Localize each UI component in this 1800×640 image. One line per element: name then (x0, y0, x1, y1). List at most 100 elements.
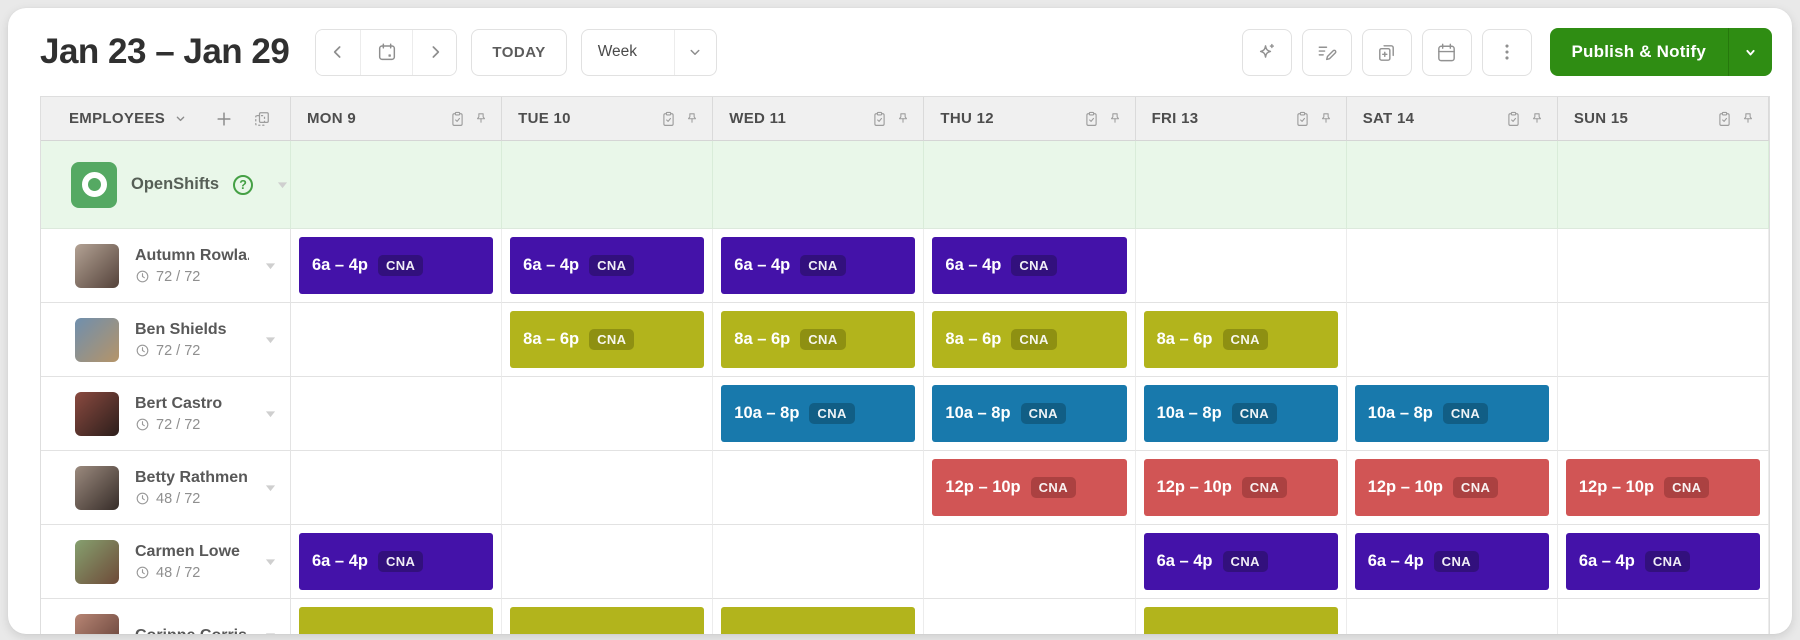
schedule-cell[interactable] (713, 599, 925, 634)
schedule-cell[interactable] (1557, 303, 1769, 377)
schedule-cell[interactable]: 12p – 10p CNA (1346, 451, 1558, 525)
shift-block[interactable] (299, 607, 494, 634)
shift-block[interactable]: 12p – 10p CNA (1143, 459, 1338, 516)
schedule-cell[interactable] (1135, 229, 1347, 303)
schedule-cell[interactable] (1557, 599, 1769, 634)
schedule-cell[interactable] (502, 525, 714, 599)
pin-day-button[interactable] (1529, 110, 1545, 128)
schedule-cell[interactable] (1557, 377, 1769, 451)
help-icon[interactable]: ? (233, 174, 254, 195)
schedule-cell[interactable] (291, 599, 503, 634)
shift-block[interactable]: 8a – 6p CNA (721, 311, 916, 368)
employee-row-expander[interactable] (265, 410, 276, 418)
schedule-cell[interactable] (713, 451, 925, 525)
pin-day-button[interactable] (1740, 110, 1756, 128)
publish-day-button[interactable] (871, 110, 888, 128)
calendar-tools-button[interactable] (1421, 28, 1472, 76)
schedule-cell[interactable]: 6a – 4p CNA (924, 229, 1136, 303)
view-selector[interactable]: Week (580, 28, 717, 76)
schedule-cell[interactable]: 12p – 10p CNA (1557, 451, 1769, 525)
schedule-cell[interactable]: 10a – 8p CNA (1346, 377, 1558, 451)
schedule-cell[interactable]: 6a – 4p CNA (502, 229, 714, 303)
pin-day-button[interactable] (895, 110, 911, 128)
schedule-cell[interactable] (1557, 229, 1769, 303)
openshift-cell[interactable] (1557, 141, 1769, 229)
schedule-cell[interactable]: 6a – 4p CNA (1557, 525, 1769, 599)
schedule-cell[interactable] (713, 525, 925, 599)
date-picker-button[interactable] (360, 29, 413, 75)
shift-block[interactable]: 6a – 4p CNA (299, 533, 494, 590)
schedule-cell[interactable]: 10a – 8p CNA (1135, 377, 1347, 451)
schedule-cell[interactable] (924, 525, 1136, 599)
openshift-cell[interactable] (291, 141, 503, 229)
publish-options-toggle[interactable] (1728, 28, 1772, 76)
schedule-cell[interactable] (502, 451, 714, 525)
schedule-cell[interactable] (291, 303, 503, 377)
shift-block[interactable]: 10a – 8p CNA (1143, 385, 1338, 442)
schedule-cell[interactable]: 8a – 6p CNA (1135, 303, 1347, 377)
view-selector-toggle[interactable] (673, 29, 716, 75)
shift-block[interactable] (721, 607, 916, 634)
employee-row-expander[interactable] (265, 632, 276, 634)
schedule-cell[interactable] (291, 377, 503, 451)
schedule-cell[interactable] (924, 599, 1136, 634)
schedule-cell[interactable]: 10a – 8p CNA (713, 377, 925, 451)
schedule-cell[interactable]: 12p – 10p CNA (924, 451, 1136, 525)
publish-day-button[interactable] (1294, 110, 1311, 128)
employee-row-expander[interactable] (265, 484, 276, 492)
copy-schedule-button[interactable] (1361, 28, 1412, 76)
employee-row-expander[interactable] (265, 262, 276, 270)
schedule-cell[interactable]: 12p – 10p CNA (1135, 451, 1347, 525)
shift-block[interactable]: 8a – 6p CNA (1143, 311, 1338, 368)
shift-block[interactable]: 10a – 8p CNA (1354, 385, 1549, 442)
prev-week-button[interactable] (316, 29, 361, 75)
openshift-cell[interactable] (1135, 141, 1347, 229)
schedule-cell[interactable] (1135, 599, 1347, 634)
schedule-cell[interactable]: 6a – 4p CNA (1135, 525, 1347, 599)
more-options-button[interactable] (1481, 28, 1532, 76)
pin-day-button[interactable] (684, 110, 700, 128)
openshift-cell[interactable] (713, 141, 925, 229)
publish-day-button[interactable] (1716, 110, 1733, 128)
publish-notify-button[interactable]: Publish & Notify (1571, 42, 1706, 61)
next-week-button[interactable] (412, 29, 457, 75)
schedule-cell[interactable]: 8a – 6p CNA (924, 303, 1136, 377)
schedule-cell[interactable] (1346, 303, 1558, 377)
schedule-cell[interactable] (1346, 229, 1558, 303)
schedule-cell[interactable]: 6a – 4p CNA (291, 229, 503, 303)
employees-sort-toggle[interactable] (173, 111, 188, 126)
shift-block[interactable]: 10a – 8p CNA (721, 385, 916, 442)
publish-day-button[interactable] (449, 110, 466, 128)
schedule-cell[interactable]: 8a – 6p CNA (502, 303, 714, 377)
shift-block[interactable]: 8a – 6p CNA (932, 311, 1127, 368)
employee-row-expander[interactable] (265, 558, 276, 566)
schedule-cell[interactable] (1346, 599, 1558, 634)
ai-assist-button[interactable] (1241, 28, 1292, 76)
shift-block[interactable]: 6a – 4p CNA (932, 237, 1127, 294)
shift-block[interactable]: 12p – 10p CNA (932, 459, 1127, 516)
shift-block[interactable]: 6a – 4p CNA (721, 237, 916, 294)
employee-row-expander[interactable] (265, 336, 276, 344)
openshift-cell[interactable] (502, 141, 714, 229)
shift-block[interactable] (510, 607, 705, 634)
today-button[interactable]: TODAY (471, 28, 567, 76)
publish-day-button[interactable] (1505, 110, 1522, 128)
openshift-cell[interactable] (924, 141, 1136, 229)
shift-block[interactable]: 6a – 4p CNA (1143, 533, 1338, 590)
edit-schedule-button[interactable] (1301, 28, 1352, 76)
shift-block[interactable]: 6a – 4p CNA (299, 237, 494, 294)
schedule-cell[interactable]: 6a – 4p CNA (291, 525, 503, 599)
shift-block[interactable]: 8a – 6p CNA (510, 311, 705, 368)
shift-block[interactable]: 10a – 8p CNA (932, 385, 1127, 442)
schedule-cell[interactable] (502, 599, 714, 634)
schedule-cell[interactable]: 6a – 4p CNA (1346, 525, 1558, 599)
openshift-cell[interactable] (1346, 141, 1558, 229)
publish-day-button[interactable] (660, 110, 677, 128)
shift-block[interactable]: 12p – 10p CNA (1354, 459, 1549, 516)
add-employee-button[interactable] (214, 109, 234, 129)
publish-day-button[interactable] (1083, 110, 1100, 128)
schedule-cell[interactable]: 6a – 4p CNA (713, 229, 925, 303)
schedule-cell[interactable]: 10a – 8p CNA (924, 377, 1136, 451)
pin-day-button[interactable] (1318, 110, 1334, 128)
shift-block[interactable]: 6a – 4p CNA (1565, 533, 1760, 590)
